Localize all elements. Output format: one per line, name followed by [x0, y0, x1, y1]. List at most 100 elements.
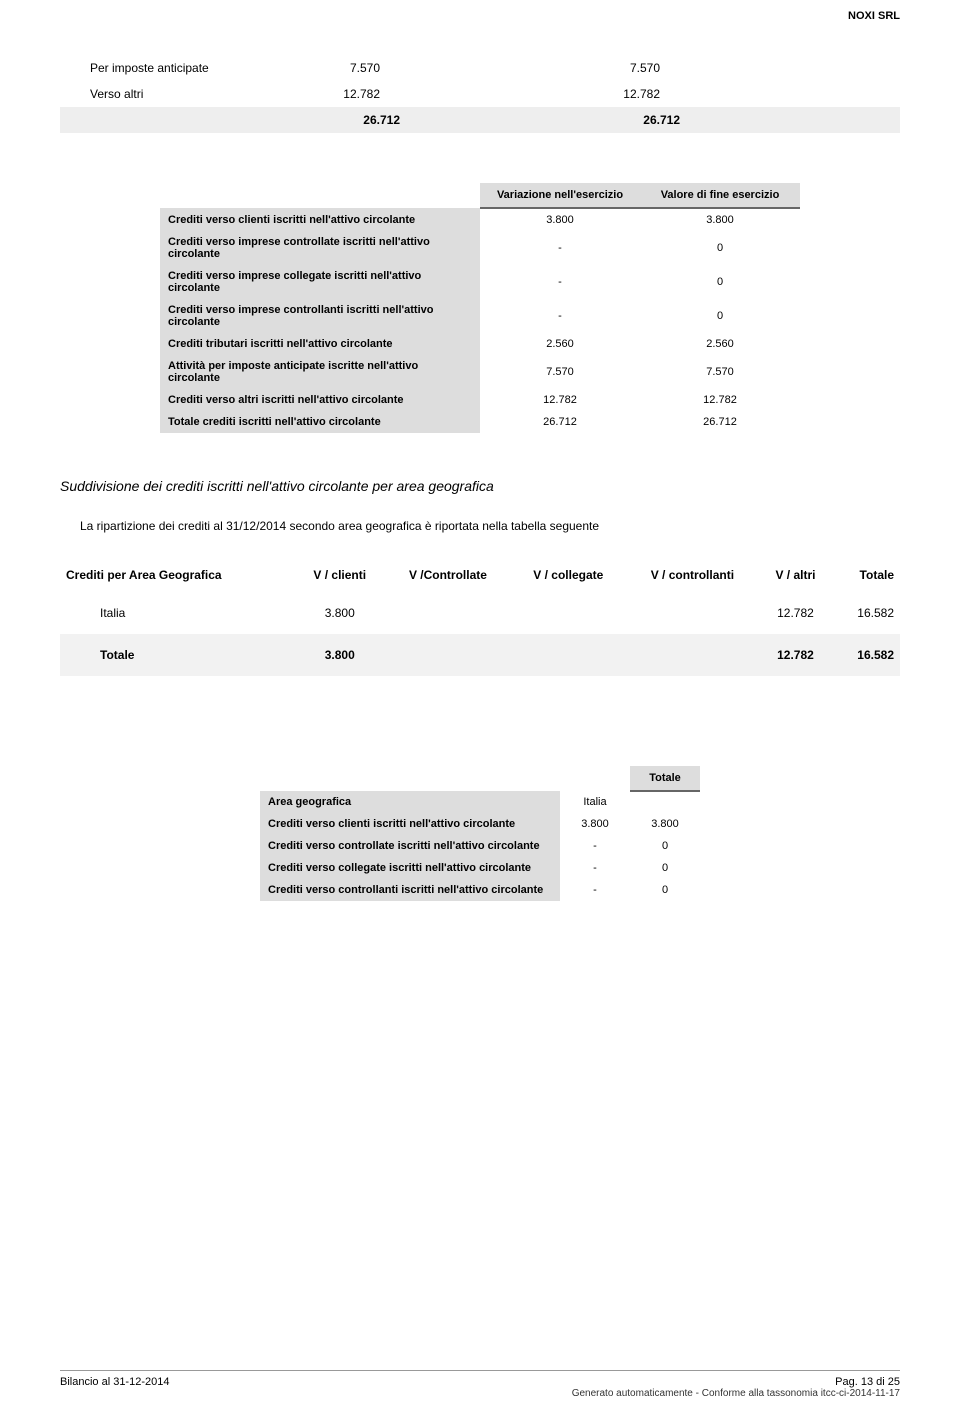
cell: - — [480, 231, 640, 265]
row-label — [80, 113, 280, 127]
cell: 0 — [630, 835, 700, 857]
header-cell: Valore di fine esercizio — [640, 183, 800, 208]
table-header-row: Totale — [260, 766, 700, 791]
cell — [385, 634, 511, 676]
top-summary: Per imposte anticipate 7.570 7.570 Verso… — [60, 55, 900, 133]
cell — [626, 592, 759, 634]
cell: 12.782 — [759, 634, 832, 676]
header-cell: Totale — [630, 766, 700, 791]
cell: 3.800 — [630, 813, 700, 835]
cell: 0 — [640, 299, 800, 333]
geo-table: Crediti per Area Geografica V / clienti … — [60, 558, 900, 676]
cell: 7.570 — [640, 355, 800, 389]
row-label: Crediti verso clienti iscritti nell'atti… — [160, 208, 480, 231]
row-label: Area geografica — [260, 791, 560, 813]
cell: 3.800 — [294, 634, 385, 676]
cell: 16.582 — [832, 592, 900, 634]
row-value: 7.570 — [260, 61, 380, 75]
header-cell: V / altri — [759, 558, 832, 592]
table-row: Crediti verso clienti iscritti nell'atti… — [260, 813, 700, 835]
table-row: Crediti verso controllate iscritti nell'… — [260, 835, 700, 857]
row-label: Crediti verso clienti iscritti nell'atti… — [260, 813, 560, 835]
row-label: Per imposte anticipate — [60, 61, 260, 75]
cell — [385, 592, 511, 634]
cell: 26.712 — [480, 411, 640, 433]
table-header-row: Crediti per Area Geografica V / clienti … — [60, 558, 900, 592]
table-header-row: Variazione nell'esercizio Valore di fine… — [160, 183, 800, 208]
table-row: Crediti verso clienti iscritti nell'atti… — [160, 208, 800, 231]
top-row: Verso altri 12.782 12.782 — [60, 81, 900, 107]
table-row: Crediti verso altri iscritti nell'attivo… — [160, 389, 800, 411]
section-title: Suddivisione dei crediti iscritti nell'a… — [60, 478, 900, 494]
table-row: Crediti verso controllanti iscritti nell… — [260, 879, 700, 901]
row-label: Crediti verso altri iscritti nell'attivo… — [160, 389, 480, 411]
row-label: Totale crediti iscritti nell'attivo circ… — [160, 411, 480, 433]
total-value: 26.712 — [280, 113, 400, 127]
footer: Bilancio al 31-12-2014 Pag. 13 di 25 Gen… — [60, 1370, 900, 1399]
cell: - — [560, 835, 630, 857]
table-row: Crediti verso imprese collegate iscritti… — [160, 265, 800, 299]
row-label: Crediti verso collegate iscritti nell'at… — [260, 857, 560, 879]
cell: 0 — [630, 857, 700, 879]
row-value: 12.782 — [260, 87, 380, 101]
cell: 7.570 — [480, 355, 640, 389]
header-cell: Variazione nell'esercizio — [480, 183, 640, 208]
row-label: Crediti verso controllanti iscritti nell… — [260, 879, 560, 901]
row-label: Crediti verso imprese controllanti iscri… — [160, 299, 480, 333]
detail-table: Variazione nell'esercizio Valore di fine… — [160, 183, 800, 433]
header-cell: Crediti per Area Geografica — [60, 558, 294, 592]
top-total-row: 26.712 26.712 — [60, 107, 900, 133]
cell: 12.782 — [640, 389, 800, 411]
cell: 3.800 — [640, 208, 800, 231]
row-label: Crediti verso imprese collegate iscritti… — [160, 265, 480, 299]
header-cell: V / controllanti — [626, 558, 759, 592]
cell: 3.800 — [560, 813, 630, 835]
cell: 0 — [640, 231, 800, 265]
row-value: 7.570 — [380, 61, 660, 75]
note-text: La ripartizione dei crediti al 31/12/201… — [80, 519, 900, 533]
cell: Totale — [60, 634, 294, 676]
row-label: Attività per imposte anticipate iscritte… — [160, 355, 480, 389]
cell: 3.800 — [294, 592, 385, 634]
table-row: Crediti verso collegate iscritti nell'at… — [260, 857, 700, 879]
table-row: Totale crediti iscritti nell'attivo circ… — [160, 411, 800, 433]
cell: Italia — [60, 592, 294, 634]
cell: 0 — [640, 265, 800, 299]
bottom-table: Totale Area geografica Italia Crediti ve… — [260, 766, 700, 901]
table-row: Area geografica Italia — [260, 791, 700, 813]
footer-sub: Generato automaticamente - Conforme alla… — [60, 1388, 900, 1399]
total-value: 26.712 — [400, 113, 680, 127]
header-cell — [260, 766, 560, 791]
cell — [511, 592, 626, 634]
cell: 3.800 — [480, 208, 640, 231]
cell: 16.582 — [832, 634, 900, 676]
cell: - — [560, 879, 630, 901]
table-row: Attività per imposte anticipate iscritte… — [160, 355, 800, 389]
footer-left: Bilancio al 31-12-2014 — [60, 1376, 169, 1388]
header-cell: V /Controllate — [385, 558, 511, 592]
cell: 12.782 — [480, 389, 640, 411]
page: NOXI SRL Per imposte anticipate 7.570 7.… — [0, 0, 960, 1419]
cell — [511, 634, 626, 676]
row-label: Crediti verso controllate iscritti nell'… — [260, 835, 560, 857]
cell: - — [480, 299, 640, 333]
header-cell — [560, 766, 630, 791]
row-label: Crediti verso imprese controllate iscrit… — [160, 231, 480, 265]
footer-right: Pag. 13 di 25 — [835, 1376, 900, 1388]
header-cell — [160, 183, 480, 208]
cell: 12.782 — [759, 592, 832, 634]
table-row: Crediti verso imprese controllanti iscri… — [160, 299, 800, 333]
company-name: NOXI SRL — [848, 10, 900, 22]
cell: 2.560 — [480, 333, 640, 355]
cell: Italia — [560, 791, 630, 813]
cell — [630, 791, 700, 813]
cell: 0 — [630, 879, 700, 901]
header-cell: Totale — [832, 558, 900, 592]
cell: 26.712 — [640, 411, 800, 433]
header-cell: V / clienti — [294, 558, 385, 592]
cell: 2.560 — [640, 333, 800, 355]
table-row: Italia 3.800 12.782 16.582 — [60, 592, 900, 634]
cell — [626, 634, 759, 676]
cell: - — [480, 265, 640, 299]
header-cell: V / collegate — [511, 558, 626, 592]
